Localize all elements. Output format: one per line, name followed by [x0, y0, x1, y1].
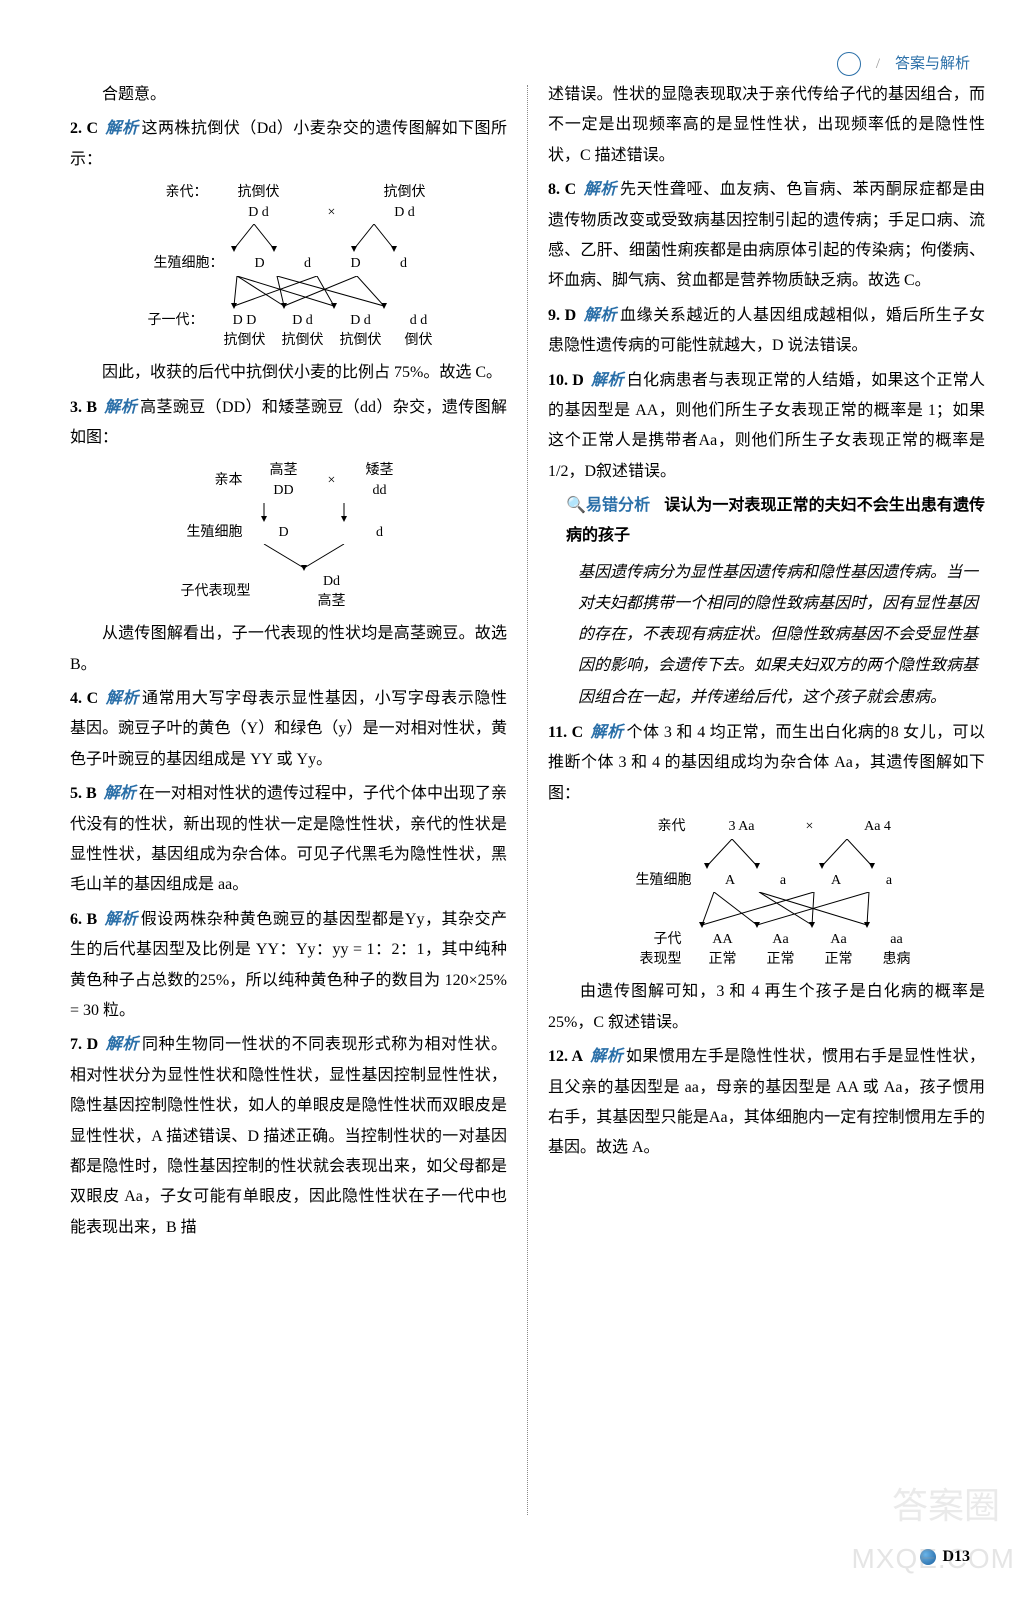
- content-columns: 合题意。 2. C 解析这两株抗倒伏（Dd）小麦杂交的遗传图解如下图所示： 亲代…: [70, 80, 985, 1515]
- item-9: 9. D 解析血缘关系越近的人基因组成越相似，婚后所生子女患隐性遗传病的可能性就…: [548, 301, 985, 362]
- left-column: 合题意。 2. C 解析这两株抗倒伏（Dd）小麦杂交的遗传图解如下图所示： 亲代…: [70, 80, 507, 1515]
- arrows-cross-3: [622, 892, 912, 930]
- answer: C: [86, 120, 98, 137]
- item-6: 6. B 解析假设两株杂种黄色豌豆的基因型都是Yy，其杂交产生的后代基因型及比例…: [70, 905, 507, 1027]
- arrows-merge: [189, 544, 389, 572]
- page-header: / 答案与解析: [837, 50, 970, 79]
- column-divider: [527, 85, 528, 1515]
- header-title: 答案与解析: [895, 50, 970, 79]
- watermark-en: MXQE.COM: [851, 1532, 1015, 1585]
- arrows-down: [189, 503, 389, 523]
- item-1-cont: 合题意。: [70, 80, 507, 110]
- genetics-diagram-3: 亲代 3 Aa × Aa 4 生殖细胞 A a A a: [548, 817, 985, 969]
- error-body: 基因遗传病分为显性基因遗传病和隐性基因遗传病。当一对夫妇都携带一个相同的隐性致病…: [578, 557, 985, 713]
- watermark-cn: 答案圈: [892, 1472, 1000, 1540]
- error-analysis: 🔍易错分析 误认为一对表现正常的夫妇不会生出患有遗传病的孩子: [566, 491, 985, 552]
- item-3: 3. B 解析高茎豌豆（DD）和矮茎豌豆（dd）杂交，遗传图解如图：: [70, 393, 507, 454]
- item-2-foot: 因此，收获的后代中抗倒伏小麦的比例占 75%。故选 C。: [70, 358, 507, 388]
- arrows-cross: [149, 276, 429, 311]
- right-column: 述错误。性状的显隐表现取决于亲代传给子代的基因组合，而不一定是出现频率高的是显性…: [548, 80, 985, 1515]
- item-5: 5. B 解析在一对相对性状的遗传过程中，子代个体中出现了亲代没有的性状，新出现…: [70, 779, 507, 901]
- genetics-diagram-2: 亲本 高茎 DD × 矮茎 dd 生殖细胞 D d: [70, 461, 507, 611]
- item-10: 10. D 解析白化病患者与表现正常的人结婚，如果这个正常人的基因型是 AA，则…: [548, 366, 985, 488]
- item-8: 8. C 解析先天性聋哑、血友病、色盲病、苯丙酮尿症都是由遗传物质改变或受致病基…: [548, 175, 985, 297]
- header-icon: [837, 52, 861, 76]
- item-11: 11. C 解析个体 3 和 4 均正常，而生出白化病的8 女儿，可以推断个体 …: [548, 718, 985, 809]
- item-12: 12. A 解析如果惯用左手是隐性性状，惯用右手是显性性状，且父亲的基因型是 a…: [548, 1042, 985, 1164]
- item-7-cont: 述错误。性状的显隐表现取决于亲代传给子代的基因组合，而不一定是出现频率高的是显性…: [548, 80, 985, 171]
- explain-tag: 解析: [106, 120, 139, 137]
- item-11-foot: 由遗传图解可知，3 和 4 再生个孩子是白化病的概率是 25%，C 叙述错误。: [548, 977, 985, 1038]
- item-2: 2. C 解析这两株抗倒伏（Dd）小麦杂交的遗传图解如下图所示：: [70, 114, 507, 175]
- item-4: 4. C 解析通常用大写字母表示显性基因，小写字母表示隐性基因。豌豆子叶的黄色（…: [70, 684, 507, 775]
- arrows-split-3: [622, 839, 912, 871]
- item-3-foot: 从遗传图解看出，子一代表现的性状均是高茎豌豆。故选 B。: [70, 619, 507, 680]
- item-7: 7. D 解析同种生物同一性状的不同表现形式称为相对性状。相对性状分为显性性状和…: [70, 1030, 507, 1243]
- item-num: 2.: [70, 120, 86, 137]
- arrows-split: [149, 224, 429, 254]
- genetics-diagram-1: 亲代： 抗倒伏 抗倒伏 D d × D d: [70, 183, 507, 350]
- error-analysis-tag: 🔍易错分析: [566, 497, 650, 514]
